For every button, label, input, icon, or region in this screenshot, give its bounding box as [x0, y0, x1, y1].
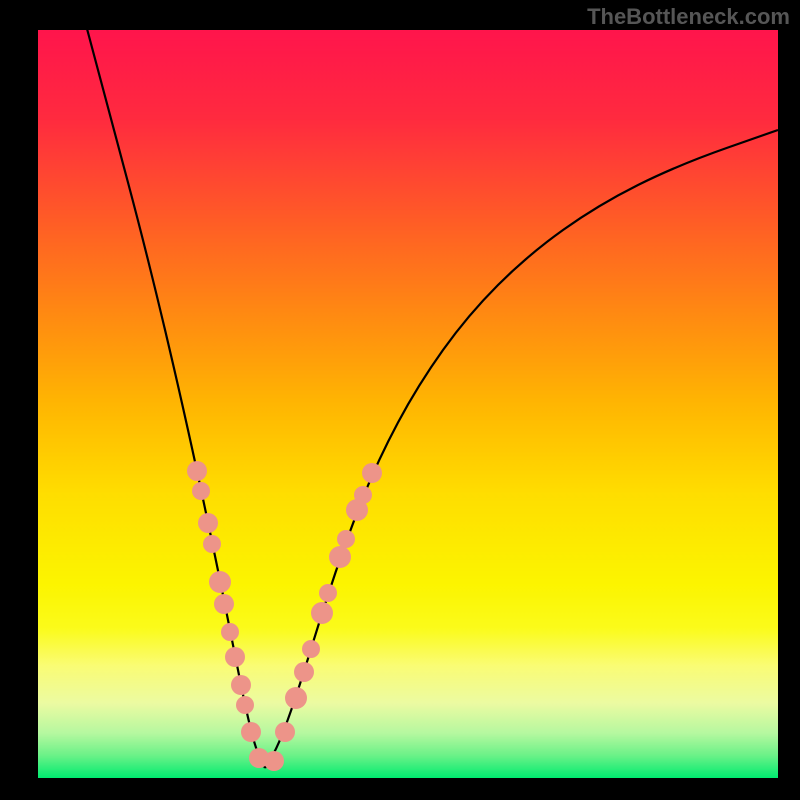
- data-marker: [302, 640, 320, 658]
- data-marker: [225, 647, 245, 667]
- data-marker: [192, 482, 210, 500]
- data-marker: [221, 623, 239, 641]
- data-marker: [198, 513, 218, 533]
- data-marker: [275, 722, 295, 742]
- data-marker: [294, 662, 314, 682]
- data-marker: [264, 751, 284, 771]
- data-marker: [337, 530, 355, 548]
- data-marker: [203, 535, 221, 553]
- data-marker: [329, 546, 351, 568]
- chart-curve-layer: [38, 30, 778, 778]
- curve-right-branch: [265, 130, 778, 768]
- data-marker: [241, 722, 261, 742]
- data-marker: [285, 687, 307, 709]
- data-marker: [209, 571, 231, 593]
- data-marker: [236, 696, 254, 714]
- chart-plot-area: [38, 30, 778, 778]
- data-marker: [187, 461, 207, 481]
- data-marker: [354, 486, 372, 504]
- data-marker: [214, 594, 234, 614]
- data-marker: [319, 584, 337, 602]
- data-marker: [231, 675, 251, 695]
- data-marker: [311, 602, 333, 624]
- data-marker: [362, 463, 382, 483]
- watermark-text: TheBottleneck.com: [587, 4, 790, 30]
